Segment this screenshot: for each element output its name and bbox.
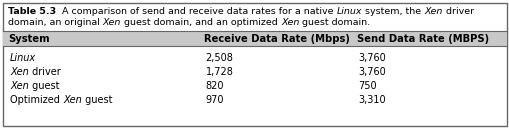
Text: 750: 750 — [358, 81, 377, 91]
Text: Table 5.3: Table 5.3 — [8, 7, 56, 16]
Text: Xen: Xen — [10, 81, 29, 91]
Text: Xen: Xen — [63, 95, 82, 105]
Text: 3,310: 3,310 — [358, 95, 385, 105]
Text: guest: guest — [29, 81, 60, 91]
Text: Xen: Xen — [423, 7, 442, 16]
Text: guest: guest — [82, 95, 112, 105]
Text: Send Data Rate (MBPS): Send Data Rate (MBPS) — [356, 34, 488, 43]
Text: Linux: Linux — [336, 7, 361, 16]
Text: guest domain, and an optimized: guest domain, and an optimized — [121, 18, 280, 27]
Text: 2,508: 2,508 — [205, 53, 233, 63]
Text: 820: 820 — [205, 81, 223, 91]
Text: Xen: Xen — [280, 18, 299, 27]
Text: Receive Data Rate (Mbps): Receive Data Rate (Mbps) — [204, 34, 349, 43]
Text: Xen: Xen — [10, 67, 29, 77]
Text: Optimized: Optimized — [10, 95, 63, 105]
Text: A comparison of send and receive data rates for a native: A comparison of send and receive data ra… — [56, 7, 336, 16]
Text: 3,760: 3,760 — [358, 67, 385, 77]
Text: driver: driver — [29, 67, 61, 77]
Text: System: System — [9, 34, 50, 43]
Text: Linux: Linux — [10, 53, 36, 63]
Text: 970: 970 — [205, 95, 223, 105]
Text: driver: driver — [442, 7, 473, 16]
Text: Xen: Xen — [103, 18, 121, 27]
Text: guest domain.: guest domain. — [299, 18, 370, 27]
Text: domain, an original: domain, an original — [8, 18, 103, 27]
Text: 1,728: 1,728 — [205, 67, 233, 77]
Text: 3,760: 3,760 — [358, 53, 385, 63]
Text: system, the: system, the — [361, 7, 423, 16]
